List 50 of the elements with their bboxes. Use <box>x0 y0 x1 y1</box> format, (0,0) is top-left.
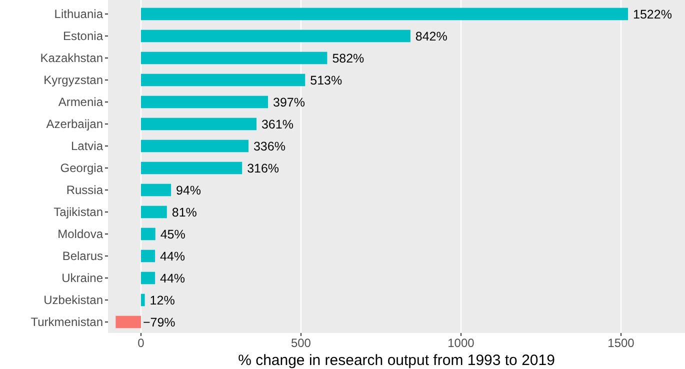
x-tick-label: 500 <box>290 336 312 350</box>
bar <box>140 162 242 174</box>
y-tick-label: Latvia <box>70 139 104 154</box>
y-tick-label: Tajikistan <box>54 205 103 220</box>
data-label: −79% <box>142 315 176 330</box>
data-label: 842% <box>415 29 448 44</box>
data-label: 81% <box>172 205 197 220</box>
bar <box>140 96 268 108</box>
y-tick-label: Estonia <box>62 29 104 44</box>
bar <box>140 74 306 86</box>
y-tick-label: Azerbaijan <box>46 117 103 132</box>
x-axis-title: % change in research output from 1993 to 2019 <box>238 352 555 369</box>
bar <box>140 250 156 262</box>
data-label: 397% <box>273 95 305 110</box>
y-tick-label: Moldova <box>58 227 104 242</box>
y-tick-label: Georgia <box>60 161 104 176</box>
y-tick-label: Armenia <box>58 95 104 110</box>
data-label: 44% <box>160 271 186 286</box>
data-label: 513% <box>310 73 342 88</box>
y-tick-label: Kyrgyzstan <box>44 73 103 88</box>
data-label: 44% <box>160 249 186 264</box>
x-tick-label: 0 <box>138 336 145 350</box>
data-label: 582% <box>332 51 364 66</box>
bar <box>140 294 145 306</box>
y-tick-label: Ukraine <box>62 271 104 286</box>
bar <box>140 52 328 64</box>
y-tick-label: Uzbekistan <box>44 293 103 308</box>
x-tick-label: 1500 <box>608 336 635 350</box>
bar <box>140 206 167 218</box>
y-tick-label: Kazakhstan <box>40 51 103 66</box>
data-label: 316% <box>247 161 280 176</box>
bar <box>140 30 410 42</box>
y-tick-label: Russia <box>66 183 104 198</box>
data-label: 1522% <box>633 7 672 22</box>
data-label: 45% <box>160 227 186 242</box>
bar <box>140 228 156 240</box>
y-tick-label: Belarus <box>62 249 103 264</box>
data-label: 336% <box>253 139 286 154</box>
bar <box>140 184 172 196</box>
bar <box>140 8 628 20</box>
y-tick-label: Lithuania <box>54 7 104 22</box>
data-label: 12% <box>150 293 175 308</box>
y-tick-label: Turkmenistan <box>30 315 103 330</box>
x-tick-label: 1000 <box>448 336 475 350</box>
data-label: 361% <box>261 117 294 132</box>
bar <box>140 140 248 152</box>
data-label: 94% <box>176 183 202 198</box>
bar <box>140 272 156 284</box>
bar <box>140 118 256 130</box>
bar <box>116 316 141 328</box>
